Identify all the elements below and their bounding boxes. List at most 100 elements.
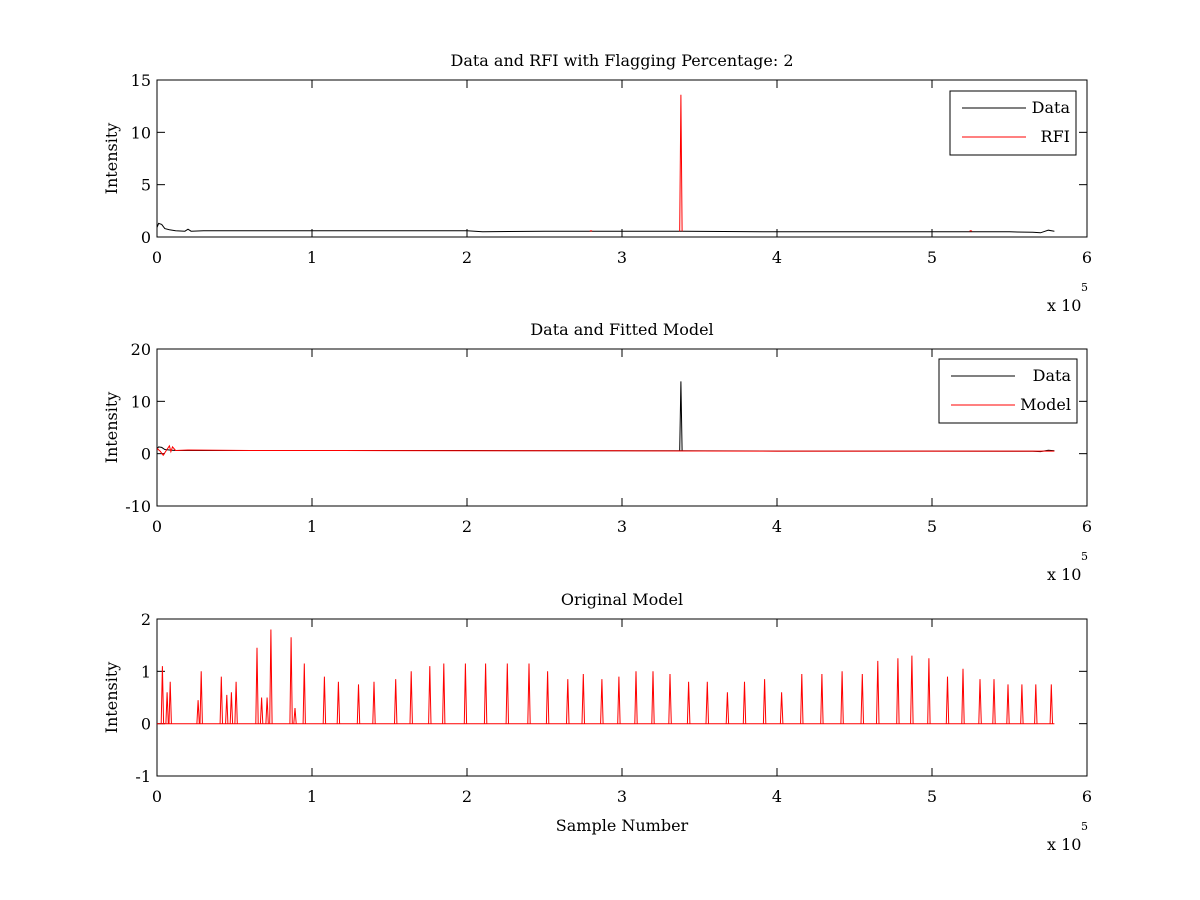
series-spike bbox=[527, 663, 531, 724]
series-spike bbox=[289, 637, 293, 724]
series-spike bbox=[356, 684, 361, 724]
series-spike bbox=[617, 676, 621, 724]
x-tick-label: 0 bbox=[152, 248, 162, 267]
x-tick-label: 2 bbox=[462, 787, 472, 806]
legend: Data Model bbox=[938, 358, 1078, 424]
y-tick-label: -1 bbox=[135, 767, 151, 786]
series-spike bbox=[762, 679, 767, 724]
y-tick-label: 0 bbox=[141, 715, 151, 734]
series-spike bbox=[978, 679, 982, 724]
series-2 bbox=[157, 444, 1055, 457]
series-spike bbox=[372, 681, 376, 724]
x-multiplier-base: x 10 bbox=[1047, 296, 1081, 315]
x-tick-label: 1 bbox=[307, 517, 317, 536]
x-tick-label: 5 bbox=[927, 248, 937, 267]
y-axis-label: Intensity bbox=[102, 662, 121, 734]
x-tick-label: 4 bbox=[772, 248, 782, 267]
series-spike bbox=[219, 676, 223, 724]
y-tick-label: 10 bbox=[131, 392, 151, 411]
series-spike bbox=[725, 692, 730, 724]
series-spike bbox=[160, 666, 165, 724]
series-spike bbox=[269, 629, 273, 724]
x-tick-label: 3 bbox=[617, 248, 627, 267]
series-spike bbox=[463, 663, 468, 724]
x-tick-label: 2 bbox=[462, 517, 472, 536]
series-spike bbox=[800, 673, 804, 724]
series-spike bbox=[840, 671, 844, 724]
series-spike bbox=[860, 673, 864, 724]
series-spike bbox=[566, 679, 570, 724]
series-spike bbox=[225, 694, 229, 724]
series-spike bbox=[634, 671, 638, 724]
series-spike bbox=[679, 381, 683, 451]
legend-label: Data bbox=[1033, 366, 1072, 385]
legend-label: Data bbox=[1032, 98, 1071, 117]
series-spike bbox=[992, 679, 996, 724]
plot-series-group bbox=[157, 381, 1055, 457]
x-tick-label: 6 bbox=[1082, 517, 1092, 536]
y-tick-label: 0 bbox=[141, 228, 151, 247]
x-tick-label: 6 bbox=[1082, 248, 1092, 267]
y-axis-label: Intensity bbox=[102, 123, 121, 195]
plot-series-group bbox=[157, 94, 1055, 234]
series-spike bbox=[293, 707, 297, 724]
x-tick-label: 1 bbox=[307, 248, 317, 267]
x-tick-label: 3 bbox=[617, 517, 627, 536]
y-tick-label: 20 bbox=[131, 340, 151, 359]
series-spike bbox=[394, 679, 398, 724]
series-spike bbox=[927, 658, 931, 724]
x-tick-label: 4 bbox=[772, 517, 782, 536]
series-spike bbox=[1034, 684, 1038, 724]
series-1 bbox=[157, 222, 1055, 234]
chart-panel-1: Data and RFI with Flagging Percentage: 2… bbox=[102, 51, 1092, 315]
chart-title: Data and Fitted Model bbox=[530, 320, 713, 339]
series-spike bbox=[336, 681, 341, 724]
x-tick-label: 3 bbox=[617, 787, 627, 806]
legend-box bbox=[949, 90, 1077, 156]
series-spike bbox=[196, 700, 200, 724]
x-tick-label: 2 bbox=[462, 248, 472, 267]
series-spike bbox=[581, 673, 585, 724]
series-spike bbox=[1020, 684, 1024, 724]
x-tick-label: 5 bbox=[927, 517, 937, 536]
legend-label: Model bbox=[1020, 395, 1071, 414]
x-tick-label: 4 bbox=[772, 787, 782, 806]
series-spike bbox=[969, 230, 973, 232]
series-spike bbox=[600, 679, 604, 724]
chart-title: Data and RFI with Flagging Percentage: 2 bbox=[450, 51, 793, 70]
series-spike bbox=[409, 671, 413, 724]
series-1 bbox=[157, 629, 1055, 725]
series-spike bbox=[945, 676, 950, 724]
x-multiplier-base: x 10 bbox=[1047, 835, 1081, 854]
x-multiplier-power: 5 bbox=[1081, 550, 1088, 563]
series-spike bbox=[545, 671, 550, 724]
x-axis-label: Sample Number bbox=[556, 816, 689, 835]
series-spike bbox=[651, 671, 655, 724]
y-tick-label: 0 bbox=[141, 445, 151, 464]
series-spike bbox=[896, 658, 900, 724]
series-spike bbox=[265, 697, 269, 724]
series-spike bbox=[229, 692, 234, 724]
x-tick-label: 0 bbox=[152, 517, 162, 536]
y-tick-label: 10 bbox=[131, 123, 151, 142]
series-spike bbox=[779, 692, 784, 724]
series-spike bbox=[483, 663, 488, 724]
series-spike bbox=[168, 681, 172, 724]
x-multiplier-power: 5 bbox=[1081, 281, 1088, 294]
series-spike bbox=[686, 681, 691, 724]
x-multiplier-base: x 10 bbox=[1047, 565, 1081, 584]
series-spike bbox=[428, 666, 432, 724]
series-spike bbox=[910, 655, 914, 724]
legend-label: RFI bbox=[1041, 127, 1070, 146]
series-spike bbox=[705, 681, 709, 724]
series-spike bbox=[165, 692, 169, 724]
series-spike bbox=[259, 697, 264, 724]
y-tick-label: -10 bbox=[125, 497, 151, 516]
series-spike bbox=[234, 681, 238, 724]
y-tick-label: 1 bbox=[141, 662, 151, 681]
series-spike bbox=[199, 671, 203, 724]
series-spike bbox=[742, 681, 747, 724]
series-line bbox=[157, 444, 1055, 457]
